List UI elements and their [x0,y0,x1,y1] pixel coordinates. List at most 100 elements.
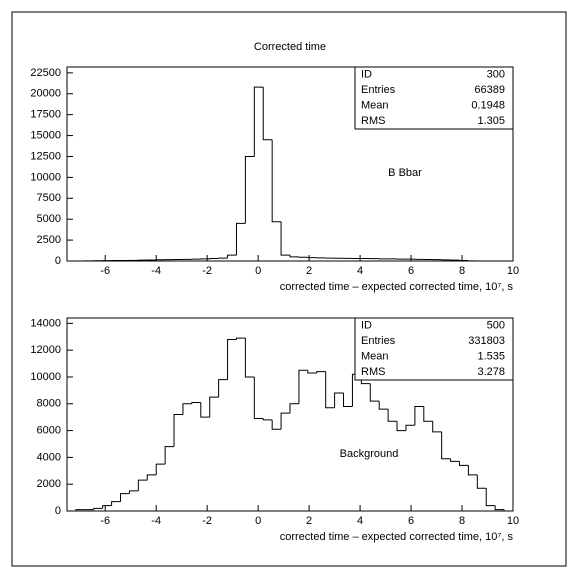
x-tick-label: 2 [306,265,312,277]
stats-label: RMS [361,366,385,378]
histogram-bin [200,402,210,418]
y-tick-label: 12000 [30,344,61,356]
histogram-bin [378,401,389,410]
x-axis-label: corrected time – expected corrected time… [280,281,514,293]
histogram-bin [191,401,201,404]
x-axis-label: corrected time – expected corrected time… [280,531,514,543]
histogram-bin [227,338,237,380]
histogram-bin [102,505,112,509]
histogram-bin [307,370,317,374]
histogram-bin [405,424,415,431]
histogram-bin [271,139,282,223]
y-tick-label: 15000 [30,129,61,141]
x-tick-label: -2 [202,265,212,277]
histogram-bin [209,396,219,418]
histogram-bin [280,412,290,430]
stats-label: Entries [361,335,396,347]
histogram-bin [75,509,85,511]
histogram-bin [137,479,148,491]
stats-value: 0.1948 [471,100,505,112]
histogram-bin [289,255,299,258]
stats-box [354,66,514,130]
x-tick-label: 0 [255,265,261,277]
histogram-bin [503,509,513,512]
stats-value: 1.535 [477,351,505,363]
histogram-bin [343,393,353,407]
x-tick-label: 4 [357,265,363,277]
histogram-bin [244,155,255,224]
histogram-bin [262,87,273,141]
x-tick-label: -6 [100,515,110,527]
histogram-bin [280,221,290,256]
histogram-bin [182,403,192,415]
stats-box [354,317,514,381]
stats-label: Mean [361,100,389,112]
histogram-bin [155,463,166,475]
chart-title: Corrected time [254,41,326,53]
y-tick-label: 22500 [30,67,61,79]
y-tick-label: 2000 [37,478,61,490]
histogram-bin [494,505,505,511]
annotation: Background [340,448,399,460]
stats-value: 500 [487,320,505,332]
stats-label: Entries [361,84,396,96]
y-tick-label: 14000 [30,317,61,329]
histogram-bin [164,446,175,465]
histogram-bin [396,421,406,432]
histogram-bin [244,338,255,378]
stats-label: RMS [361,115,385,127]
y-tick-label: 7500 [37,192,61,204]
plot-frame [66,317,514,512]
histogram-bin [476,474,487,489]
histogram-bin [458,461,469,466]
histogram-bin [298,369,308,404]
x-tick-label: -4 [151,265,161,277]
stats-label: Mean [361,351,389,363]
y-tick-label: 8000 [37,398,61,410]
histogram-bin [369,383,380,402]
y-tick-label: 5000 [37,213,61,225]
histogram-bin [253,376,264,420]
histogram-bin [289,403,299,414]
histogram-bin [334,392,344,408]
y-tick-label: 10000 [30,171,61,183]
y-tick-label: 10000 [30,371,61,383]
y-tick-label: 4000 [37,451,61,463]
histogram-bin [235,222,246,256]
frame [11,11,567,567]
x-tick-label: 8 [459,265,465,277]
x-tick-label: -2 [202,515,212,527]
plot-frame [66,66,514,262]
histogram-bin [173,414,183,447]
stats-value: 300 [487,69,505,81]
x-tick-label: 10 [507,515,519,527]
x-tick-label: 6 [408,515,414,527]
histogram-bin [146,474,157,481]
x-tick-label: 10 [507,265,519,277]
annotation: B Bbar [388,167,422,179]
histogram-bin [441,431,451,460]
stats-value: 66389 [474,84,505,96]
y-tick-label: 20000 [30,88,61,100]
stats-label: ID [361,320,372,332]
y-tick-label: 0 [55,505,61,517]
histogram-bin [271,419,282,430]
stats-label: ID [361,69,372,81]
histogram-bin [387,409,398,422]
histogram-bin [93,507,103,510]
histogram-bin [111,501,121,506]
x-tick-label: 4 [357,515,363,527]
histogram-bin [128,490,139,494]
stats-value: 1.305 [477,115,505,127]
histogram-bin [467,465,478,476]
y-tick-label: 12500 [30,150,61,162]
histogram-bin [218,379,228,398]
histogram-bin [414,405,424,426]
histogram-bin [450,458,460,462]
x-tick-label: 0 [255,515,261,527]
histogram-bin [325,371,335,409]
x-tick-label: 8 [459,515,465,527]
histogram-bin [235,337,246,340]
